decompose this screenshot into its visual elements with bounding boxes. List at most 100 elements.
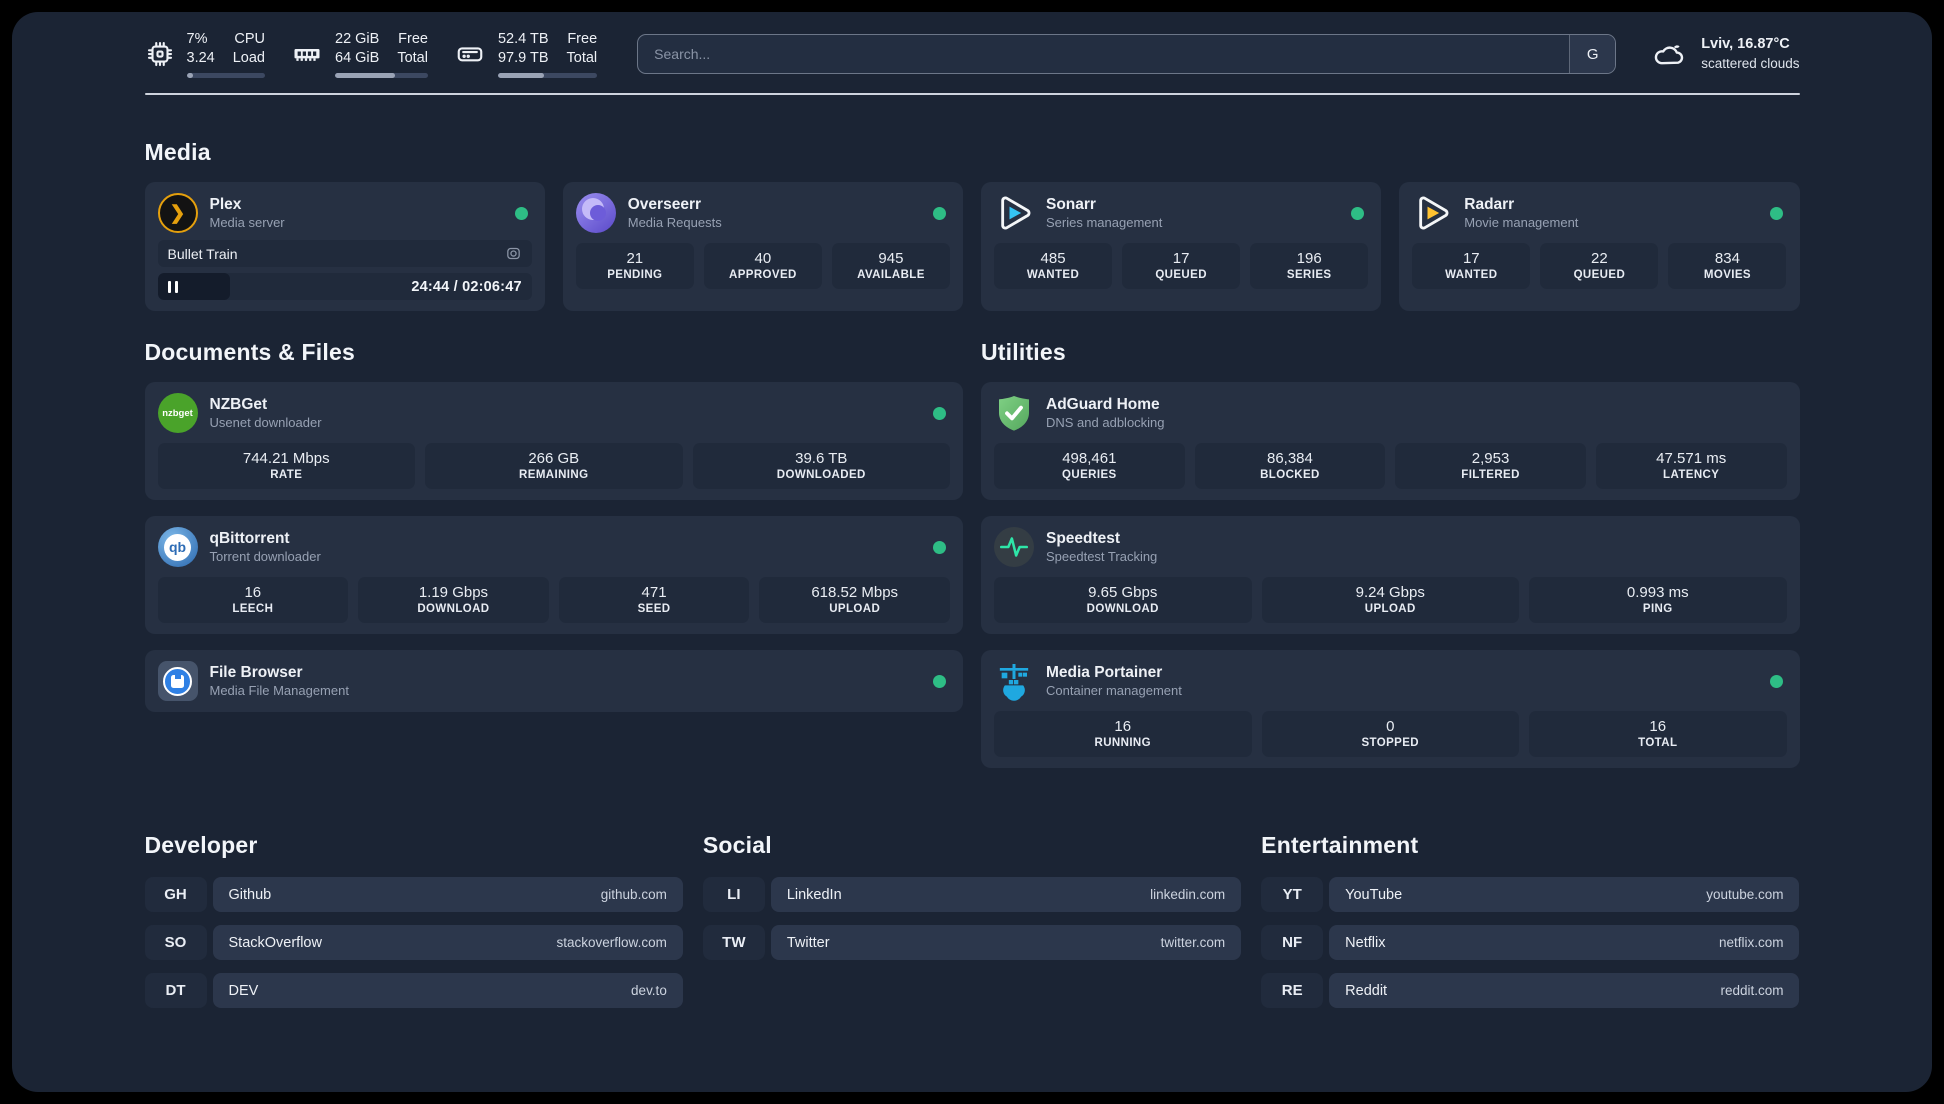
- service-name: AdGuard Home: [1046, 395, 1160, 413]
- search-provider-button[interactable]: G: [1569, 35, 1616, 74]
- service-card-portainer[interactable]: Media Portainer Container management 16 R…: [981, 650, 1800, 769]
- stat-value: 485: [1040, 250, 1066, 268]
- social-column: Social LI LinkedIn linkedin.com TW Twitt…: [702, 832, 1242, 1021]
- disk-stat: 52.4 TB 97.9 TB Free Total: [454, 30, 598, 79]
- service-subtitle: Movie management: [1464, 214, 1579, 230]
- stat-value: 17: [1172, 250, 1190, 268]
- service-card-speedtest[interactable]: Speedtest Speedtest Tracking 9.65 Gbps DO…: [981, 516, 1800, 635]
- link-badge[interactable]: YT: [1261, 877, 1324, 913]
- service-card-radarr[interactable]: Radarr Movie management 17 WANTED 22 QUEUE…: [1399, 182, 1800, 312]
- stat-tile: 196 SERIES: [1250, 243, 1369, 290]
- stat-label: QUERIES: [1062, 469, 1117, 482]
- stat-tile: 471 SEED: [558, 577, 750, 624]
- status-dot: [514, 206, 528, 220]
- stat-value: 945: [878, 250, 904, 268]
- service-subtitle: Torrent downloader: [209, 548, 321, 564]
- section-title-documents: Documents & Files: [144, 339, 355, 366]
- link-badge[interactable]: SO: [144, 925, 207, 961]
- link-pill[interactable]: StackOverflow stackoverflow.com: [212, 925, 683, 961]
- link-name: StackOverflow: [228, 934, 322, 951]
- link-name: YouTube: [1345, 886, 1403, 903]
- stat-label: TOTAL: [1638, 737, 1678, 750]
- ram-stat: 22 GiB 64 GiB Free Total: [291, 30, 428, 79]
- service-card-qbittorrent[interactable]: qb qBittorrent Torrent downloader 16 LEEC…: [144, 516, 963, 635]
- service-card-adguard[interactable]: AdGuard Home DNS and adblocking 498,461 Q…: [981, 382, 1800, 501]
- link-pill[interactable]: DEV dev.to: [212, 973, 683, 1009]
- cpu-icon: [147, 42, 172, 67]
- camera-icon[interactable]: [505, 245, 522, 262]
- disk-progressbar: [497, 73, 598, 79]
- link-pill[interactable]: Github github.com: [212, 877, 683, 913]
- link-pill[interactable]: Reddit reddit.com: [1329, 973, 1800, 1009]
- cloud-icon: [1654, 45, 1684, 65]
- status-dot: [933, 206, 946, 220]
- radarr-icon: [1412, 193, 1452, 233]
- link-badge[interactable]: LI: [702, 877, 765, 913]
- stat-tile: 485 WANTED: [994, 243, 1113, 290]
- speedtest-icon: [994, 527, 1034, 568]
- disk-label-2: Total: [566, 50, 598, 67]
- service-subtitle: Media File Management: [209, 682, 349, 698]
- stat-tile: 9.24 Gbps UPLOAD: [1261, 577, 1519, 624]
- link-pill[interactable]: YouTube youtube.com: [1329, 877, 1800, 913]
- search-input[interactable]: [638, 35, 1570, 74]
- section-title-developer: Developer: [144, 832, 258, 859]
- stat-value: 471: [641, 584, 667, 602]
- link-row-twitter: TW Twitter twitter.com: [702, 925, 1242, 961]
- weather-location: Lviv, 16.87°C: [1701, 36, 1790, 53]
- stat-label: RATE: [270, 469, 303, 482]
- link-badge[interactable]: DT: [144, 973, 207, 1009]
- stat-label: DOWNLOADED: [776, 469, 866, 482]
- adguard-icon: [994, 393, 1034, 433]
- stat-tile: 16 RUNNING: [994, 711, 1252, 758]
- link-badge[interactable]: NF: [1261, 925, 1324, 961]
- plex-icon: [157, 193, 198, 234]
- link-badge[interactable]: GH: [144, 877, 207, 913]
- link-badge[interactable]: TW: [702, 925, 765, 961]
- stat-label: LATENCY: [1663, 469, 1720, 482]
- service-card-filebrowser[interactable]: File Browser Media File Management: [144, 650, 963, 713]
- pause-button[interactable]: [167, 280, 178, 293]
- playback-progress: 24:44 / 02:06:47: [157, 273, 532, 301]
- stat-tile: 16 TOTAL: [1529, 711, 1787, 758]
- developer-column: Developer GH Github github.com SO StackO…: [144, 832, 683, 1021]
- status-dot: [933, 540, 946, 554]
- disk-label-1: Free: [567, 31, 598, 47]
- service-card-nzbget[interactable]: nzbget NZBGet Usenet downloader 744.21 M…: [144, 382, 963, 501]
- stat-label: UPLOAD: [1364, 603, 1416, 616]
- stat-tile: 0.993 ms PING: [1529, 577, 1787, 624]
- link-pill[interactable]: LinkedIn linkedin.com: [770, 877, 1242, 913]
- stat-value: 266 GB: [528, 450, 580, 468]
- cpu-label-1: CPU: [234, 31, 265, 47]
- service-card-overseerr[interactable]: Overseerr Media Requests 21 PENDING 40 APP…: [562, 182, 963, 312]
- section-title-media: Media: [144, 139, 211, 166]
- stat-label: STOPPED: [1361, 737, 1420, 750]
- stat-value: 16: [1114, 718, 1132, 736]
- service-subtitle: Media Requests: [627, 214, 722, 230]
- stat-tile: 2,953 FILTERED: [1395, 443, 1586, 490]
- documents-column: Documents & Files nzbget NZBGet Usenet d…: [144, 339, 963, 784]
- stat-tile: 744.21 Mbps RATE: [157, 443, 415, 490]
- service-card-plex[interactable]: Plex Media server Bullet Train 24:44 / 0…: [144, 182, 545, 312]
- service-name: Media Portainer: [1046, 663, 1163, 681]
- stat-value: 498,461: [1062, 450, 1117, 468]
- link-name: Github: [228, 886, 272, 903]
- service-subtitle: Media server: [209, 214, 285, 230]
- link-row-linkedin: LI LinkedIn linkedin.com: [702, 877, 1242, 913]
- link-pill[interactable]: Netflix netflix.com: [1329, 925, 1800, 961]
- stat-tile: 22 QUEUED: [1540, 243, 1659, 290]
- stat-tile: 16 LEECH: [157, 577, 349, 624]
- link-pill[interactable]: Twitter twitter.com: [770, 925, 1242, 961]
- stat-tile: 17 WANTED: [1412, 243, 1531, 290]
- stat-value: 0.993 ms: [1626, 584, 1689, 602]
- utilities-column: Utilities AdGuard Home DNS and adblockin…: [981, 339, 1800, 784]
- stat-value: 9.24 Gbps: [1355, 584, 1425, 602]
- link-badge[interactable]: RE: [1261, 973, 1324, 1009]
- link-url: twitter.com: [1160, 935, 1226, 951]
- stat-label: AVAILABLE: [857, 269, 925, 282]
- ram-total: 64 GiB: [335, 50, 380, 67]
- stat-label: RUNNING: [1094, 737, 1151, 750]
- link-url: dev.to: [631, 983, 667, 999]
- service-name: Speedtest: [1046, 529, 1121, 547]
- service-card-sonarr[interactable]: Sonarr Series management 485 WANTED 17 QUE…: [981, 182, 1382, 312]
